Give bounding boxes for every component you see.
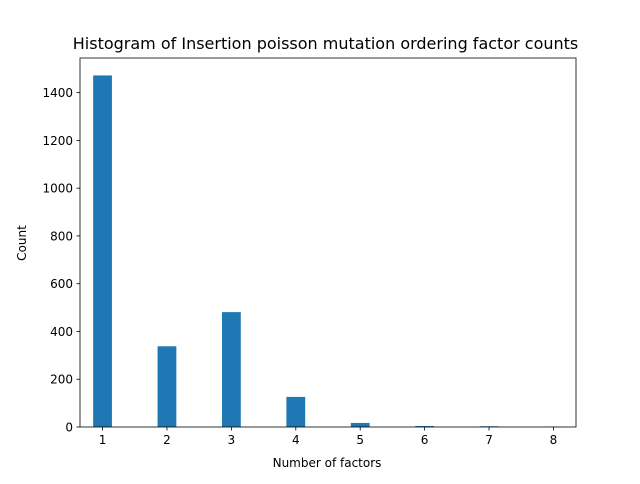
bar-2 — [158, 346, 177, 427]
y-tick-label: 200 — [50, 373, 73, 387]
bar-4 — [286, 397, 305, 427]
bar-5 — [351, 423, 370, 427]
chart-title: Histogram of Insertion poisson mutation … — [73, 34, 579, 53]
plot-frame — [80, 58, 576, 427]
bar-1 — [93, 75, 112, 427]
y-axis-label: Count — [15, 225, 29, 261]
y-tick-label: 1200 — [42, 134, 73, 148]
x-tick-label: 7 — [485, 433, 493, 447]
bars — [93, 75, 563, 427]
bar-3 — [222, 312, 241, 427]
y-tick-label: 1000 — [42, 182, 73, 196]
x-tick-label: 6 — [421, 433, 429, 447]
y-tick-label: 800 — [50, 229, 73, 243]
x-tick-label: 1 — [99, 433, 107, 447]
x-tick-label: 5 — [356, 433, 364, 447]
y-tick-label: 400 — [50, 325, 73, 339]
x-axis-label: Number of factors — [273, 456, 382, 470]
x-tick-label: 2 — [163, 433, 171, 447]
y-tick-label: 1400 — [42, 86, 73, 100]
x-tick-label: 8 — [550, 433, 558, 447]
x-axis-ticks: 1 2 3 4 5 6 7 8 — [99, 427, 558, 447]
y-tick-label: 600 — [50, 277, 73, 291]
x-tick-label: 3 — [228, 433, 236, 447]
y-axis-ticks: 0 200 400 600 800 1000 1200 1400 — [42, 86, 80, 434]
y-tick-label: 0 — [65, 421, 73, 435]
x-tick-label: 4 — [292, 433, 300, 447]
